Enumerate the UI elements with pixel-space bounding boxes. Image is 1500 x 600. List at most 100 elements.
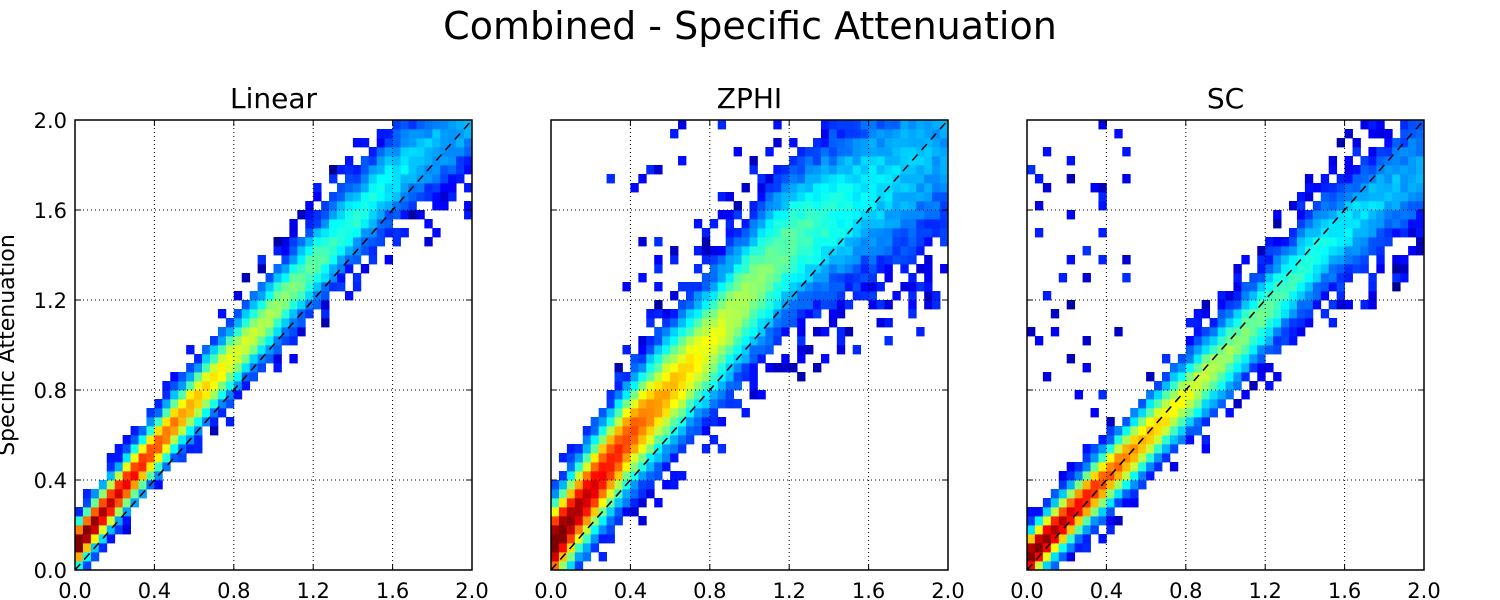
heatmap-cell <box>1249 336 1258 346</box>
heatmap-cell <box>1193 381 1203 391</box>
heatmap-cell <box>709 435 719 445</box>
heatmap-cell <box>1177 381 1187 391</box>
heatmap-cell <box>940 219 949 229</box>
heatmap-cell <box>614 507 623 517</box>
heatmap-cell <box>797 174 806 184</box>
heatmap-cell <box>1368 120 1377 130</box>
heatmap-cell <box>1154 408 1163 418</box>
heatmap-cell <box>217 372 227 382</box>
heatmap-cell <box>789 210 798 220</box>
heatmap-cell <box>313 300 322 310</box>
heatmap-cell <box>884 120 893 130</box>
heatmap-cell <box>194 390 203 400</box>
heatmap-cell <box>98 543 108 553</box>
heatmap-cell <box>860 219 869 229</box>
heatmap-cell <box>852 237 862 247</box>
heatmap-cell <box>154 426 163 436</box>
heatmap-cell <box>154 444 163 454</box>
heatmap-cell <box>820 210 830 220</box>
heatmap-cell <box>582 489 592 499</box>
heatmap-cell <box>1281 264 1290 274</box>
heatmap-cell <box>217 381 227 391</box>
heatmap-cell <box>130 462 139 472</box>
heatmap-cell <box>844 219 854 229</box>
heatmap-cell <box>638 480 647 490</box>
heatmap-cell <box>186 390 195 400</box>
x-tick-label: 0.4 <box>614 579 647 600</box>
heatmap-cell <box>178 390 187 400</box>
heatmap-cell <box>1344 255 1353 265</box>
heatmap-cell <box>1066 507 1076 517</box>
heatmap-cell <box>1320 273 1330 283</box>
heatmap-cell <box>329 264 338 274</box>
heatmap-cell <box>1098 228 1107 238</box>
heatmap-cell <box>1122 462 1131 472</box>
heatmap-cell <box>773 246 782 256</box>
heatmap-cell <box>98 507 108 517</box>
heatmap-cell <box>844 165 854 175</box>
heatmap-cell <box>1217 336 1226 346</box>
heatmap-cell <box>432 165 441 175</box>
heatmap-cell <box>757 282 766 292</box>
heatmap-cell <box>305 255 314 265</box>
heatmap-cell <box>797 291 806 301</box>
heatmap-cell <box>1360 174 1369 184</box>
heatmap-cell <box>876 282 885 292</box>
heatmap-cell <box>813 237 822 247</box>
heatmap-cell <box>940 237 949 247</box>
heatmap-cell <box>693 363 703 373</box>
heatmap-cell <box>1257 273 1266 283</box>
heatmap-cell <box>1257 309 1266 319</box>
heatmap-cell <box>241 336 251 346</box>
heatmap-cell <box>892 129 901 139</box>
heatmap-cell <box>1400 255 1409 265</box>
heatmap-cell <box>717 336 727 346</box>
heatmap-cell <box>368 147 378 157</box>
heatmap-cell <box>1304 219 1314 229</box>
heatmap-cell <box>440 174 449 184</box>
heatmap-cell <box>836 129 846 139</box>
heatmap-cell <box>440 120 449 130</box>
heatmap-cell <box>1177 408 1187 418</box>
heatmap-cell <box>844 147 854 157</box>
heatmap-cell <box>138 426 147 436</box>
heatmap-cell <box>693 372 703 382</box>
heatmap-cell <box>852 129 862 139</box>
heatmap-cell <box>860 120 869 130</box>
heatmap-cell <box>440 156 449 166</box>
heatmap-cell <box>813 309 822 319</box>
heatmap-cell <box>654 255 663 265</box>
heatmap-cell <box>329 228 338 238</box>
heatmap-cell <box>257 282 266 292</box>
heatmap-cell <box>1027 525 1036 535</box>
heatmap-cell <box>1368 219 1377 229</box>
heatmap-cell <box>352 273 362 283</box>
heatmap-cell <box>344 291 354 301</box>
heatmap-cell <box>844 174 854 184</box>
heatmap-cell <box>98 516 108 526</box>
heatmap-cell <box>1090 183 1099 193</box>
heatmap-cell <box>1336 183 1345 193</box>
heatmap-cell <box>329 282 338 292</box>
heatmap-cell <box>209 390 219 400</box>
heatmap-cell <box>329 165 338 175</box>
heatmap-cell <box>1114 129 1123 139</box>
heatmap-cell <box>344 246 354 256</box>
heatmap-cell <box>566 453 576 463</box>
heatmap-cell <box>1336 219 1345 229</box>
heatmap-cell <box>1225 336 1234 346</box>
heatmap-cell <box>1360 210 1369 220</box>
heatmap-cell <box>868 210 877 220</box>
y-tick-label: 0.8 <box>34 379 67 403</box>
heatmap-cell <box>1408 219 1417 229</box>
heatmap-cell <box>209 381 219 391</box>
heatmap-cell <box>606 408 615 418</box>
heatmap-cell <box>836 345 846 355</box>
heatmap-cell <box>693 246 703 256</box>
heatmap-cell <box>1106 462 1115 472</box>
heatmap-cell <box>1034 561 1044 571</box>
heatmap-cell <box>400 147 409 157</box>
x-tick-label: 0.0 <box>1010 579 1043 600</box>
heatmap-cell <box>1249 363 1258 373</box>
heatmap-cell <box>321 237 330 247</box>
